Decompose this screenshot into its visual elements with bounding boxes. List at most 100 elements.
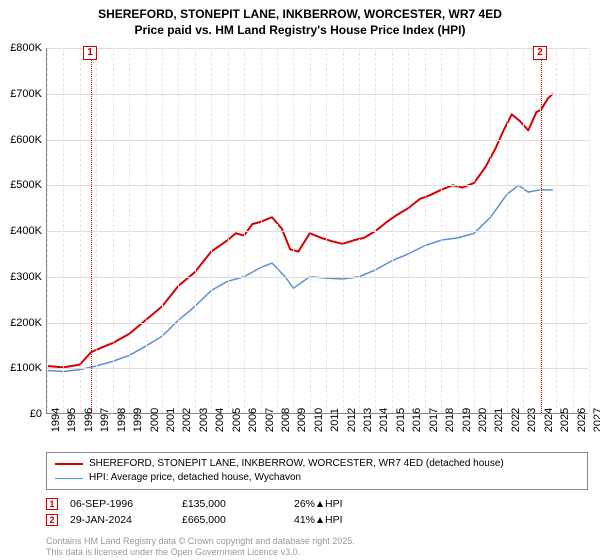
diff-pct: 26% bbox=[294, 498, 315, 510]
diff-label: HPI bbox=[325, 498, 343, 510]
y-axis-label: £700K bbox=[10, 88, 42, 100]
x-axis-label: 2000 bbox=[149, 408, 161, 432]
x-axis-label: 2011 bbox=[329, 408, 341, 432]
gridline-v bbox=[474, 48, 475, 413]
transaction-price: £665,000 bbox=[182, 514, 282, 526]
x-axis-label: 1994 bbox=[50, 408, 62, 432]
transaction-row: 1 06-SEP-1996 £135,000 26% HPI bbox=[46, 496, 588, 512]
gridline-v bbox=[228, 48, 229, 413]
gridline-v bbox=[490, 48, 491, 413]
x-axis-label: 2018 bbox=[444, 408, 456, 432]
price-chart: SHEREFORD, STONEPIT LANE, INKBERROW, WOR… bbox=[0, 0, 600, 560]
x-axis-label: 2019 bbox=[461, 408, 473, 432]
title-line-2: Price paid vs. HM Land Registry's House … bbox=[0, 22, 600, 38]
x-axis-label: 2024 bbox=[543, 408, 555, 432]
legend-box: SHEREFORD, STONEPIT LANE, INKBERROW, WOR… bbox=[46, 452, 588, 490]
y-axis-label: £0 bbox=[30, 408, 42, 420]
x-axis-label: 2026 bbox=[576, 408, 588, 432]
legend-label: SHEREFORD, STONEPIT LANE, INKBERROW, WOR… bbox=[89, 457, 504, 471]
gridline-v bbox=[589, 48, 590, 413]
x-axis-label: 2025 bbox=[559, 408, 571, 432]
gridline-v bbox=[343, 48, 344, 413]
gridline-v bbox=[573, 48, 574, 413]
y-axis-label: £600K bbox=[10, 134, 42, 146]
legend-label: HPI: Average price, detached house, Wych… bbox=[89, 471, 301, 485]
chart-title: SHEREFORD, STONEPIT LANE, INKBERROW, WOR… bbox=[0, 0, 600, 38]
gridline-v bbox=[293, 48, 294, 413]
legend-block: SHEREFORD, STONEPIT LANE, INKBERROW, WOR… bbox=[46, 452, 588, 528]
gridline-v bbox=[244, 48, 245, 413]
x-axis-label: 2003 bbox=[198, 408, 210, 432]
x-axis-label: 2006 bbox=[247, 408, 259, 432]
y-axis-label: £500K bbox=[10, 179, 42, 191]
x-axis-label: 2016 bbox=[411, 408, 423, 432]
series-line bbox=[47, 185, 553, 371]
gridline-v bbox=[277, 48, 278, 413]
x-axis-label: 2023 bbox=[526, 408, 538, 432]
gridline-v bbox=[326, 48, 327, 413]
gridline-v bbox=[458, 48, 459, 413]
x-axis-label: 2008 bbox=[280, 408, 292, 432]
y-axis-label: £800K bbox=[10, 42, 42, 54]
gridline-v bbox=[162, 48, 163, 413]
gridline-v bbox=[507, 48, 508, 413]
transaction-diff: 26% HPI bbox=[294, 498, 394, 510]
transaction-marker: 2 bbox=[46, 514, 58, 526]
transaction-date: 06-SEP-1996 bbox=[70, 498, 170, 510]
transaction-marker: 1 bbox=[46, 498, 58, 510]
gridline-v bbox=[195, 48, 196, 413]
x-axis-label: 1995 bbox=[66, 408, 78, 432]
gridline-v bbox=[80, 48, 81, 413]
gridline-v bbox=[441, 48, 442, 413]
gridline-v bbox=[523, 48, 524, 413]
legend-item: SHEREFORD, STONEPIT LANE, INKBERROW, WOR… bbox=[55, 457, 579, 471]
gridline-v bbox=[47, 48, 48, 413]
gridline-v bbox=[211, 48, 212, 413]
x-axis-label: 2005 bbox=[231, 408, 243, 432]
x-axis-label: 1996 bbox=[83, 408, 95, 432]
gridline-v bbox=[408, 48, 409, 413]
gridline-v bbox=[556, 48, 557, 413]
attribution: Contains HM Land Registry data © Crown c… bbox=[46, 536, 355, 559]
attribution-line-1: Contains HM Land Registry data © Crown c… bbox=[46, 536, 355, 547]
transaction-date: 29-JAN-2024 bbox=[70, 514, 170, 526]
x-axis-label: 1998 bbox=[116, 408, 128, 432]
x-axis-label: 2015 bbox=[395, 408, 407, 432]
gridline-v bbox=[96, 48, 97, 413]
x-axis-label: 2013 bbox=[362, 408, 374, 432]
transaction-price: £135,000 bbox=[182, 498, 282, 510]
attribution-line-2: This data is licensed under the Open Gov… bbox=[46, 547, 355, 558]
gridline-v bbox=[63, 48, 64, 413]
gridline-v bbox=[113, 48, 114, 413]
x-axis-label: 2014 bbox=[378, 408, 390, 432]
gridline-v bbox=[359, 48, 360, 413]
legend-swatch bbox=[55, 463, 83, 465]
diff-label: HPI bbox=[325, 514, 343, 526]
arrow-up-icon bbox=[317, 501, 323, 507]
gridline-v bbox=[261, 48, 262, 413]
marker-line bbox=[91, 48, 92, 413]
x-axis-label: 1997 bbox=[99, 408, 111, 432]
gridline-v bbox=[392, 48, 393, 413]
plot-area bbox=[46, 48, 588, 414]
x-axis-label: 2017 bbox=[428, 408, 440, 432]
x-axis-label: 2020 bbox=[477, 408, 489, 432]
gridline-v bbox=[129, 48, 130, 413]
x-axis-label: 2027 bbox=[592, 408, 600, 432]
y-axis-label: £100K bbox=[10, 362, 42, 374]
arrow-up-icon bbox=[317, 517, 323, 523]
gridline-v bbox=[178, 48, 179, 413]
diff-pct: 41% bbox=[294, 514, 315, 526]
x-axis-label: 2012 bbox=[346, 408, 358, 432]
marker-line bbox=[541, 48, 542, 413]
marker-box: 2 bbox=[533, 46, 547, 60]
y-axis-label: £400K bbox=[10, 225, 42, 237]
y-axis-label: £300K bbox=[10, 271, 42, 283]
x-axis-label: 2007 bbox=[264, 408, 276, 432]
x-axis-label: 2021 bbox=[493, 408, 505, 432]
x-axis-label: 2010 bbox=[313, 408, 325, 432]
x-axis-label: 2001 bbox=[165, 408, 177, 432]
x-axis-label: 2009 bbox=[296, 408, 308, 432]
transaction-diff: 41% HPI bbox=[294, 514, 394, 526]
marker-box: 1 bbox=[83, 46, 97, 60]
